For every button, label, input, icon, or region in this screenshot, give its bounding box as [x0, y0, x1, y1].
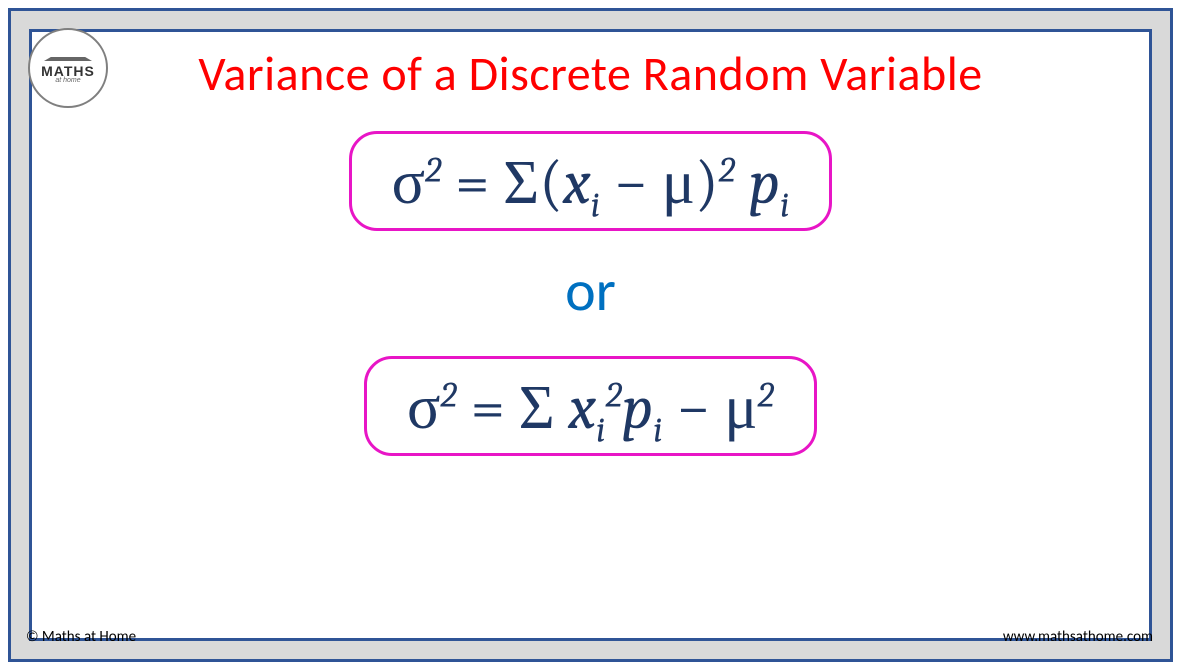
minus: − [600, 147, 662, 219]
logo: MATHS at home [28, 28, 108, 108]
outer-border: Variance of a Discrete Random Variable σ… [8, 8, 1173, 662]
inner-border: Variance of a Discrete Random Variable σ… [29, 29, 1152, 641]
footer-url: www.mathsathome.com [1003, 628, 1153, 646]
p-var: p [749, 147, 780, 219]
sub-i-2: i [596, 409, 605, 450]
big-sigma: Σ [503, 147, 539, 219]
big-sigma-2: Σ [519, 372, 555, 444]
footer-copyright: © Maths at Home [26, 628, 136, 646]
sup-2d: 2 [605, 374, 622, 415]
formula-2: σ2 = Σ xi2pi − μ2 [407, 377, 774, 439]
equals-2: = [457, 372, 519, 444]
logo-subtext: at home [55, 77, 80, 84]
connector-or: or [565, 255, 616, 326]
formula-box-2: σ2 = Σ xi2pi − μ2 [364, 356, 817, 456]
page-title: Variance of a Discrete Random Variable [198, 44, 982, 103]
space [735, 147, 749, 219]
sup-2: 2 [425, 149, 442, 190]
mu-symbol-2: μ [724, 372, 757, 444]
rparen: ) [695, 147, 719, 219]
sub-i-b: i [780, 184, 789, 225]
logo-roof-inner [48, 46, 88, 57]
sup-2b: 2 [719, 149, 736, 190]
x-var: x [563, 147, 591, 219]
sigma-symbol: σ [392, 147, 425, 219]
lparen: ( [539, 147, 563, 219]
sigma-symbol-2: σ [407, 372, 440, 444]
sup-2e: 2 [757, 374, 774, 415]
formula-1: σ2 = Σ(xi − μ)2 pi [392, 152, 790, 214]
mu-symbol: μ [662, 147, 695, 219]
sub-i-2b: i [653, 409, 662, 450]
space-2 [555, 372, 569, 444]
p-var-2: p [622, 372, 653, 444]
formula-box-1: σ2 = Σ(xi − μ)2 pi [349, 131, 833, 231]
minus-2: − [663, 372, 725, 444]
sup-2c: 2 [440, 374, 457, 415]
x-var-2: x [568, 372, 596, 444]
sub-i: i [591, 184, 600, 225]
equals: = [442, 147, 504, 219]
